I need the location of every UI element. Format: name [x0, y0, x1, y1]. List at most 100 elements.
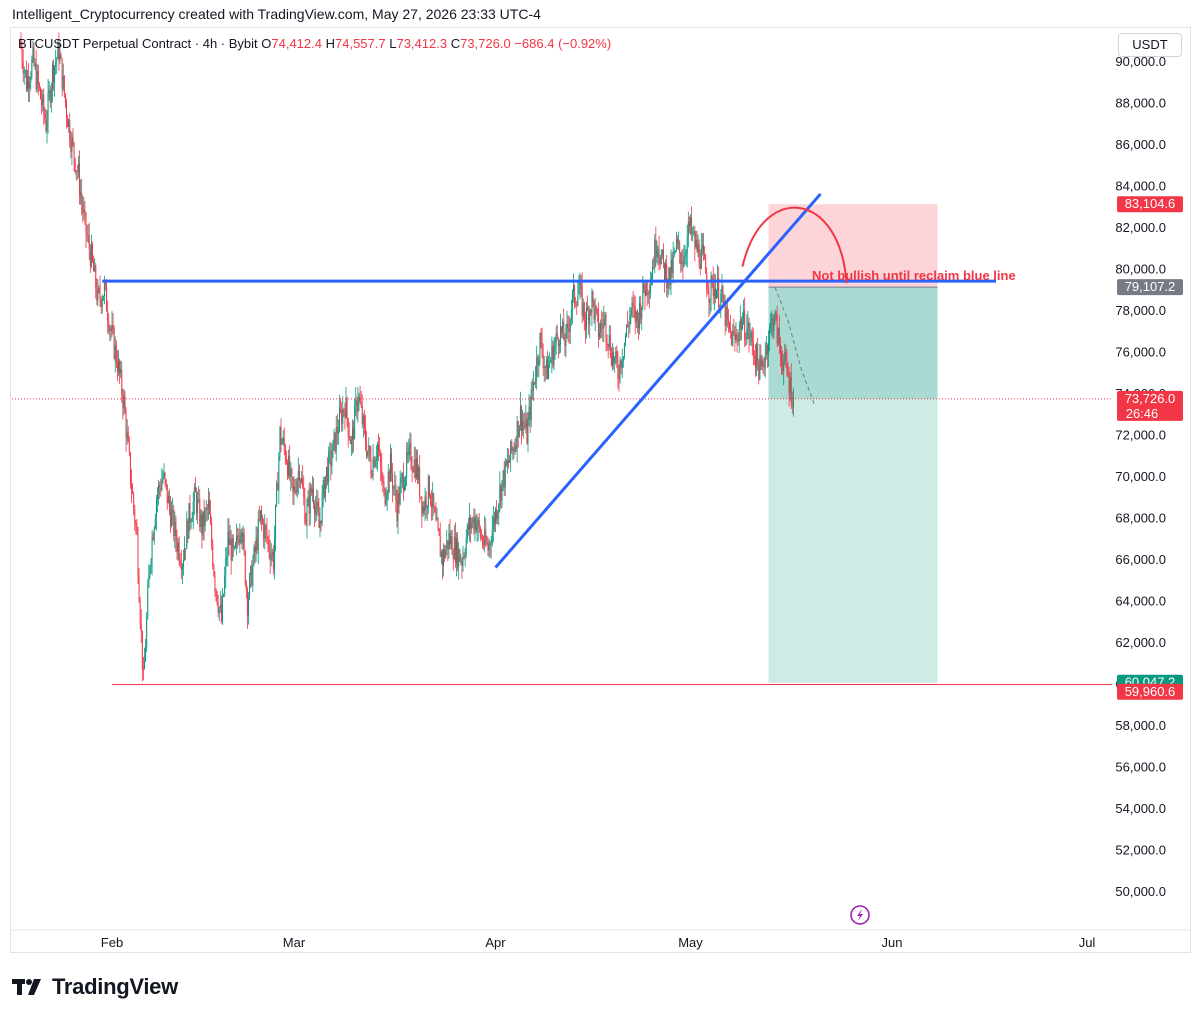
candle-body — [329, 450, 331, 452]
candle-body — [101, 300, 103, 307]
candle — [745, 332, 747, 347]
candle — [625, 332, 626, 347]
candle — [358, 392, 360, 412]
low-price-tag: 59,960.6 — [1125, 684, 1176, 699]
candle — [203, 499, 205, 541]
blue-trendline[interactable] — [494, 192, 822, 569]
candle — [176, 529, 178, 560]
candle-body — [722, 286, 724, 304]
candle-body — [565, 328, 567, 347]
candle-body — [495, 509, 496, 525]
candle-body — [132, 491, 134, 494]
candle — [439, 522, 441, 557]
candle — [623, 342, 625, 360]
candle-body — [586, 307, 587, 330]
candle-body — [711, 275, 713, 279]
tradingview-logo[interactable]: TradingView — [12, 973, 178, 1001]
candle-body — [414, 459, 416, 478]
candle — [278, 452, 280, 505]
candle — [326, 466, 327, 489]
candle — [196, 487, 197, 521]
candle-body — [23, 70, 25, 74]
candle-body — [224, 575, 226, 595]
candle — [467, 517, 469, 536]
candle — [149, 564, 151, 580]
candle-body — [86, 234, 88, 236]
candle — [240, 529, 242, 545]
candle — [440, 549, 442, 565]
candle — [267, 535, 269, 553]
candle-body — [37, 70, 39, 85]
candle — [421, 496, 423, 529]
candle — [462, 545, 464, 572]
candle — [783, 353, 785, 386]
candle — [295, 478, 297, 497]
candle — [574, 283, 576, 310]
candle — [511, 438, 513, 455]
candle — [265, 523, 267, 542]
candle-body — [202, 511, 204, 536]
candle-body — [418, 467, 420, 480]
candle — [449, 519, 451, 550]
candle — [191, 511, 193, 523]
candle-body — [417, 458, 418, 480]
candle — [378, 433, 379, 462]
candle — [370, 445, 372, 480]
candle — [774, 309, 776, 325]
candle — [725, 301, 727, 331]
y-tick-label: 64,000.0 — [1115, 594, 1166, 609]
candle — [261, 505, 262, 532]
candle — [80, 179, 82, 205]
candle — [432, 482, 434, 521]
red-arc-drawing[interactable] — [741, 206, 848, 284]
candle — [731, 331, 733, 346]
candle-body — [679, 241, 681, 253]
candle-body — [785, 351, 787, 359]
candle — [319, 507, 321, 538]
candle — [85, 211, 87, 249]
candle-body — [698, 244, 700, 264]
candle — [337, 419, 339, 445]
candle — [450, 530, 452, 550]
candle — [506, 448, 508, 474]
candle — [418, 464, 420, 484]
candle — [131, 469, 132, 503]
candle-body — [401, 474, 403, 478]
candle — [619, 356, 621, 384]
candle — [239, 523, 241, 554]
currency-button[interactable]: USDT — [1118, 33, 1182, 57]
candle-body — [285, 459, 287, 463]
candle-body — [667, 283, 669, 289]
candle — [134, 504, 136, 531]
candle — [674, 250, 676, 254]
candle-body — [599, 332, 600, 338]
candle-body — [618, 378, 620, 380]
candle — [342, 396, 344, 431]
candle — [613, 347, 615, 370]
candle — [679, 239, 681, 264]
candle-body — [652, 267, 654, 279]
candle — [555, 325, 557, 355]
last-price-tag-countdown: 26:46 — [1126, 406, 1159, 421]
candle — [189, 494, 191, 532]
candle-body — [400, 477, 402, 484]
candle — [141, 630, 143, 682]
candle — [250, 565, 252, 589]
candle-body — [499, 485, 501, 505]
candle — [183, 549, 184, 576]
candle — [649, 271, 651, 299]
candle-body — [626, 324, 628, 337]
y-tick-label: 68,000.0 — [1115, 511, 1166, 526]
candle — [184, 536, 186, 562]
candle — [662, 243, 664, 269]
candle — [385, 486, 387, 506]
candle — [412, 465, 414, 473]
candle-body — [739, 319, 741, 330]
candle-body — [268, 539, 270, 552]
symbol-label[interactable]: BTCUSDT Perpetual Contract · 4h · Bybit — [18, 36, 258, 51]
candle — [271, 548, 273, 562]
candle-body — [394, 485, 396, 488]
candle-body — [168, 495, 170, 508]
flash-icon[interactable] — [850, 905, 870, 925]
